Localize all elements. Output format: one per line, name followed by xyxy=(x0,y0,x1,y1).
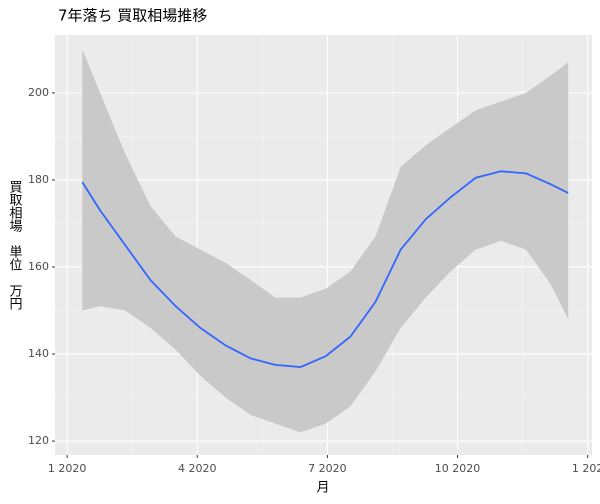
y-tick-label: 200 xyxy=(28,86,49,99)
x-axis-label: 月 xyxy=(316,481,329,496)
x-tick-label: 1 2020 xyxy=(48,462,87,475)
x-tick-label: 10 2020 xyxy=(435,462,481,475)
y-tick-label: 160 xyxy=(28,260,49,273)
y-tick-label: 180 xyxy=(28,173,49,186)
chart-title: 7年落ち 買取相場推移 xyxy=(58,7,207,25)
x-tick-label: 4 2020 xyxy=(178,462,217,475)
y-axis-label: 買取相場 単位 万円 xyxy=(7,180,23,310)
y-tick-label: 120 xyxy=(28,434,49,447)
confidence-band xyxy=(82,49,569,433)
x-tick-label: 7 2020 xyxy=(308,462,347,475)
y-tick-label: 140 xyxy=(28,347,49,360)
smooth-line xyxy=(81,170,569,368)
x-tick-label: 1 202 xyxy=(572,462,600,475)
